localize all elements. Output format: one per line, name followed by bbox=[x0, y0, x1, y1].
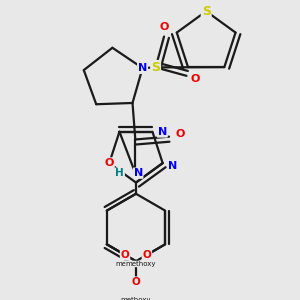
Text: S: S bbox=[202, 5, 211, 18]
Text: N: N bbox=[138, 63, 147, 73]
Text: O: O bbox=[105, 158, 114, 168]
Text: methoxy: methoxy bbox=[116, 261, 146, 267]
Text: O: O bbox=[190, 74, 200, 84]
Text: O: O bbox=[132, 277, 140, 287]
Text: H: H bbox=[116, 168, 124, 178]
Text: S: S bbox=[151, 61, 160, 74]
Text: O: O bbox=[121, 250, 129, 260]
Text: N: N bbox=[134, 168, 143, 178]
Text: methoxy: methoxy bbox=[126, 261, 156, 267]
Text: O: O bbox=[142, 250, 151, 260]
Text: N: N bbox=[168, 161, 177, 171]
Text: methoxy: methoxy bbox=[121, 298, 151, 300]
Text: O: O bbox=[159, 22, 169, 32]
Text: N: N bbox=[158, 127, 167, 137]
Text: O: O bbox=[176, 129, 185, 139]
